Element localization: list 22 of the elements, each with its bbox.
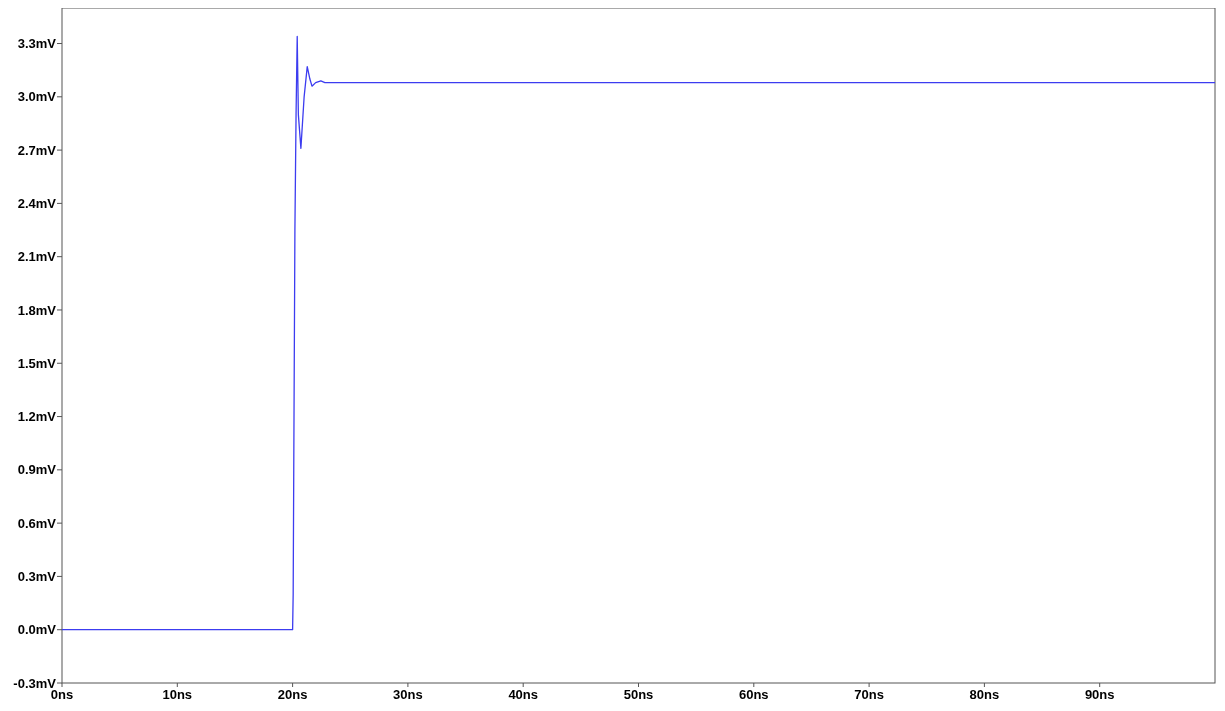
y-tick-label: 1.8mV xyxy=(17,302,57,318)
y-tick-label: 1.2mV xyxy=(17,409,57,425)
x-tick-label: 80ns xyxy=(969,687,1000,702)
y-tick-label: 2.4mV xyxy=(17,195,57,211)
x-tick-label: 40ns xyxy=(508,687,539,702)
y-tick-label: 3.0mV xyxy=(17,89,57,105)
x-tick-label: 20ns xyxy=(277,687,308,702)
y-tick-label: 2.7mV xyxy=(17,142,57,158)
y-tick-label: 0.6mV xyxy=(17,515,57,531)
x-tick-label: 70ns xyxy=(854,687,884,702)
x-tick-label: 60ns xyxy=(738,687,769,702)
x-tick-label: 30ns xyxy=(393,687,423,702)
y-tick-label: 1.5mV xyxy=(17,355,57,371)
y-tick-label: 0.9mV xyxy=(17,462,57,478)
y-tick-label: 0.0mV xyxy=(17,622,57,638)
x-tick-label: 50ns xyxy=(623,687,654,702)
y-tick-label: 2.1mV xyxy=(17,249,57,265)
line-series xyxy=(61,35,1216,631)
x-tick-label: 90ns xyxy=(1084,687,1115,702)
y-tick-label: 3.3mV xyxy=(17,36,57,52)
y-tick-label: 0.3mV xyxy=(17,568,57,584)
x-tick-label: 10ns xyxy=(162,687,193,702)
